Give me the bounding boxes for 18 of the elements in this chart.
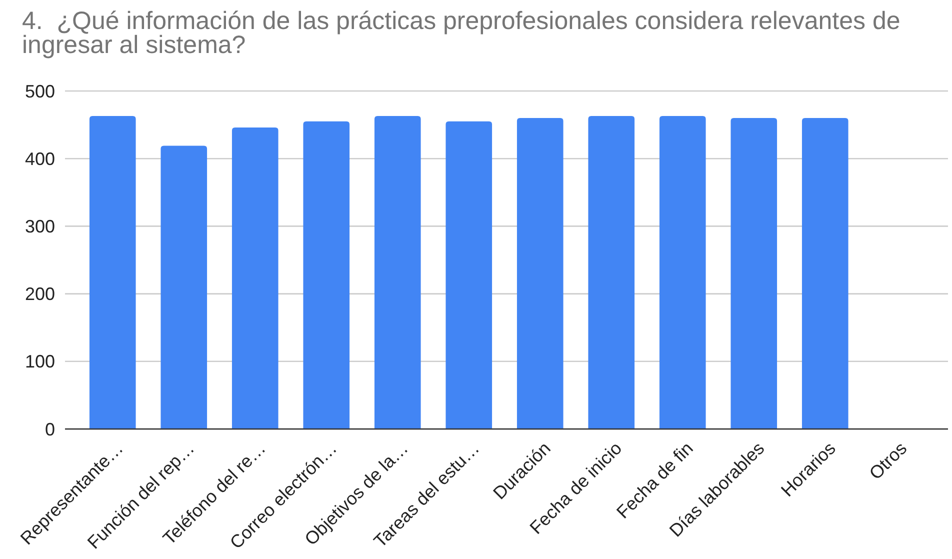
bar <box>303 121 350 429</box>
bar <box>659 116 706 429</box>
bar <box>160 146 208 429</box>
bar <box>89 116 136 429</box>
bar <box>588 116 635 429</box>
bar <box>232 128 278 429</box>
bar <box>802 118 848 429</box>
y-tick-label: 400 <box>24 148 55 169</box>
y-tick-label: 500 <box>24 81 55 102</box>
y-tick-label: 300 <box>24 216 55 236</box>
bar <box>446 121 492 429</box>
bar <box>730 118 778 429</box>
chart-title: 4. ¿Qué información de las prácticas preprofesionales considera relevantes de ingresar al sistema? <box>22 7 900 59</box>
y-tick-label: 100 <box>24 352 55 372</box>
y-tick-label: 0 <box>44 419 55 440</box>
bar <box>516 118 564 429</box>
y-tick-label: 200 <box>24 284 55 304</box>
bar <box>374 116 421 429</box>
